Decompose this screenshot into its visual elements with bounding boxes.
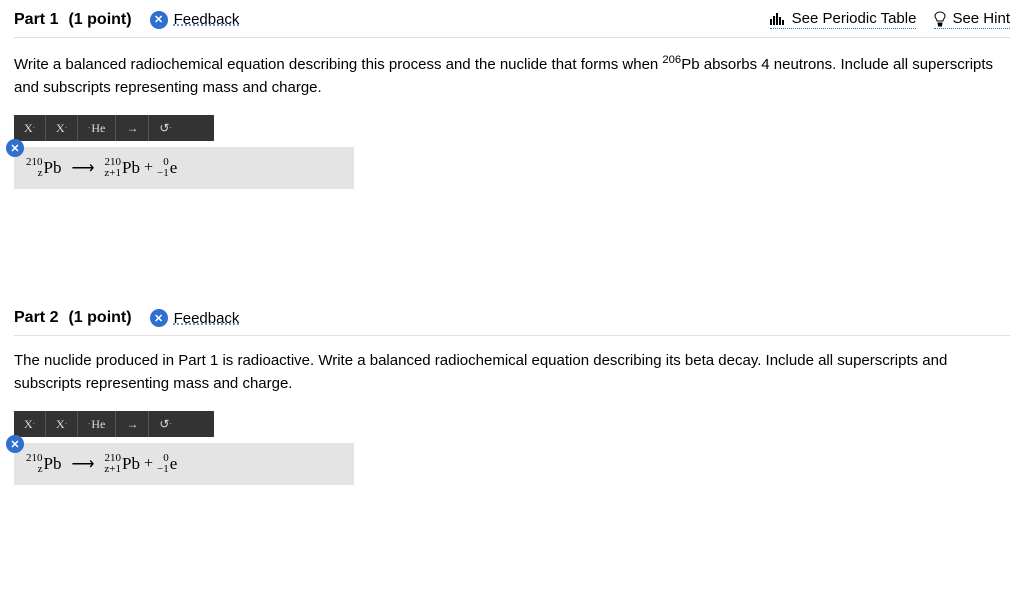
equation-toolbar: X· X· ·He → ↺·: [14, 411, 214, 437]
tb-xsub-button[interactable]: X·: [46, 115, 78, 141]
see-hint-label: See Hint: [952, 10, 1010, 27]
tb-xsup-button[interactable]: X·: [14, 411, 46, 437]
clear-answer-icon[interactable]: ✕: [6, 435, 24, 453]
part1-q-sym: Pb: [681, 56, 699, 73]
hint-icon: [934, 11, 946, 27]
part1-answer-area: X· X· ·He → ↺· ✕ 210z Pb ⟶ 210z+1 Pb + 0…: [14, 115, 1010, 189]
nuclide: 210z Pb: [26, 157, 61, 179]
plus-sign: +: [144, 159, 153, 177]
tb-he-button[interactable]: ·He: [78, 411, 116, 437]
part1-equation-input[interactable]: 210z Pb ⟶ 210z+1 Pb + 0−1 e: [14, 147, 354, 189]
part1-question: Write a balanced radiochemical equation …: [14, 52, 1010, 99]
part1-title: Part 1: [14, 11, 58, 29]
part1-feedback-group: ✕ Feedback: [150, 11, 240, 29]
clear-answer-icon[interactable]: ✕: [6, 139, 24, 157]
part2-answer-area: X· X· ·He → ↺· ✕ 210z Pb ⟶ 210z+1 Pb + 0…: [14, 411, 1010, 485]
part2-feedback-group: ✕ Feedback: [150, 309, 240, 327]
periodic-table-label: See Periodic Table: [792, 10, 917, 27]
part1-container: Part 1 (1 point) ✕ Feedback See Periodic…: [0, 0, 1024, 299]
tb-reset-button[interactable]: ↺·: [149, 115, 181, 141]
reaction-arrow-icon: ⟶: [71, 454, 94, 474]
part2-question: The nuclide produced in Part 1 is radioa…: [14, 350, 1010, 395]
feedback-link[interactable]: Feedback: [174, 11, 240, 28]
part1-header: Part 1 (1 point) ✕ Feedback See Periodic…: [14, 0, 1010, 38]
part2-header: Part 2 (1 point) ✕ Feedback: [14, 299, 1010, 336]
tb-he-button[interactable]: ·He: [78, 115, 116, 141]
part2-equation-input[interactable]: 210z Pb ⟶ 210z+1 Pb + 0−1 e: [14, 443, 354, 485]
incorrect-icon: ✕: [150, 309, 168, 327]
reaction-arrow-icon: ⟶: [71, 158, 94, 178]
part2-eq-wrapper: ✕ 210z Pb ⟶ 210z+1 Pb + 0−1 e: [14, 443, 1010, 485]
nuclide: 210z+1 Pb: [104, 157, 140, 179]
tools-group: See Periodic Table See Hint: [770, 10, 1010, 29]
see-hint-link[interactable]: See Hint: [934, 10, 1010, 29]
periodic-table-icon: [770, 12, 786, 26]
part1-q-pre: Write a balanced radiochemical equation …: [14, 56, 662, 73]
part1-eq-wrapper: ✕ 210z Pb ⟶ 210z+1 Pb + 0−1 e: [14, 147, 1010, 189]
tb-arrow-button[interactable]: →: [116, 115, 149, 141]
incorrect-icon: ✕: [150, 11, 168, 29]
nuclide: 210z Pb: [26, 453, 61, 475]
tb-xsub-button[interactable]: X·: [46, 411, 78, 437]
feedback-link[interactable]: Feedback: [174, 310, 240, 327]
tb-xsup-button[interactable]: X·: [14, 115, 46, 141]
part1-points: (1 point): [68, 11, 131, 29]
tb-arrow-button[interactable]: →: [116, 411, 149, 437]
part2-container: Part 2 (1 point) ✕ Feedback The nuclide …: [0, 299, 1024, 485]
periodic-table-link[interactable]: See Periodic Table: [770, 10, 917, 29]
part1-q-sup: 206: [662, 54, 681, 66]
tb-reset-button[interactable]: ↺·: [149, 411, 181, 437]
nuclide: 210z+1 Pb: [104, 453, 140, 475]
part2-title: Part 2: [14, 309, 58, 327]
nuclide: 0−1 e: [157, 453, 177, 475]
equation-toolbar: X· X· ·He → ↺·: [14, 115, 214, 141]
part2-points: (1 point): [68, 309, 131, 327]
nuclide: 0−1 e: [157, 157, 177, 179]
plus-sign: +: [144, 455, 153, 473]
